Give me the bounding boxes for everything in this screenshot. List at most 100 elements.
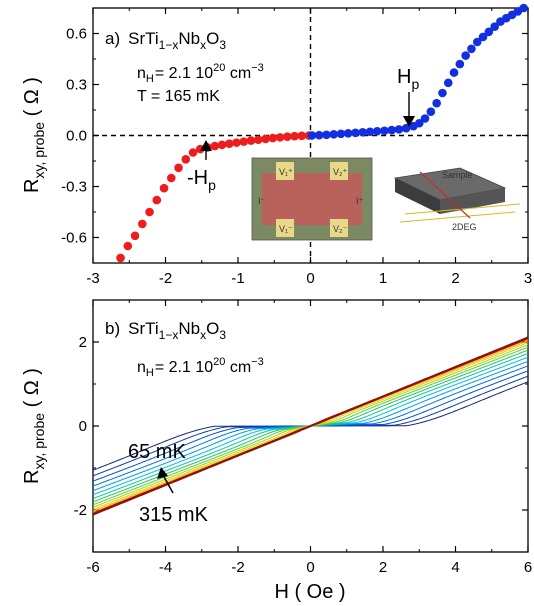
high-temperature-label: 315 mK xyxy=(139,504,209,526)
label-i-minus: I⁻ xyxy=(258,196,266,206)
data-point xyxy=(443,78,453,88)
a-xtick-label: -2 xyxy=(159,270,172,287)
minus-hp-annotation: -Hp xyxy=(187,167,216,193)
a-ytick-label: 0.3 xyxy=(66,77,87,94)
b-ytick-label: 2 xyxy=(79,334,87,351)
data-point xyxy=(426,107,436,116)
data-point xyxy=(167,173,176,183)
a-xtick-label: 1 xyxy=(379,270,387,287)
data-point xyxy=(387,125,397,135)
hp-arrowhead xyxy=(403,116,415,127)
data-point xyxy=(329,130,339,139)
data-point xyxy=(307,131,317,140)
data-point xyxy=(372,126,382,136)
data-point xyxy=(275,133,285,142)
data-point xyxy=(455,59,465,69)
label-v2-plus: V₂⁺ xyxy=(333,167,347,177)
data-point xyxy=(449,68,459,77)
data-point xyxy=(484,27,494,37)
label-v1-plus: V₁⁺ xyxy=(279,167,293,177)
data-point xyxy=(253,135,263,145)
pad-v1-plus xyxy=(276,162,294,180)
data-point xyxy=(297,131,307,141)
temperature-arrow xyxy=(162,474,174,494)
b-xtick-label: 4 xyxy=(451,559,459,576)
data-point xyxy=(217,140,227,150)
data-point xyxy=(351,128,360,138)
device-photo-inset: V₁⁺ V₂⁺ V₁⁻ V₂⁻ I⁻ I⁺ xyxy=(251,157,373,241)
data-point xyxy=(401,123,411,133)
data-point xyxy=(322,130,331,140)
a-ytick-label: 0.0 xyxy=(66,128,87,145)
data-point xyxy=(232,138,241,147)
a-xtick-label: 3 xyxy=(524,270,532,287)
low-temperature-label: 65 mK xyxy=(128,441,186,463)
pad-v2-plus xyxy=(330,162,348,180)
sample-schematic-inset: Sample 2DEG xyxy=(393,167,521,232)
temperature-arrowhead xyxy=(157,467,168,479)
panel-b-xlabel: H ( Oe ) xyxy=(274,581,345,603)
minus-hp-arrowhead xyxy=(200,140,212,151)
data-point xyxy=(246,136,256,145)
b-ytick-label: -2 xyxy=(74,502,87,519)
data-point xyxy=(438,88,447,98)
b-xtick-label: 6 xyxy=(524,559,532,576)
curve-group xyxy=(93,336,528,516)
b-ytick-label: 0 xyxy=(79,418,87,435)
panel-a: -3 -2 -1 0 1 2 3 -0.6 -0.3 0.0 0.3 0.6 V₁⁺ V₂⁺ V₁⁻ … xyxy=(21,3,532,287)
data-point xyxy=(210,141,220,151)
data-point xyxy=(314,130,324,140)
data-point xyxy=(268,133,278,143)
schematic-sample-label: Sample xyxy=(442,170,473,180)
data-point xyxy=(225,139,234,148)
data-point xyxy=(145,207,154,217)
panel-a-density: nH= 2.1 1020 cm−3 xyxy=(137,62,264,85)
a-xtick-label: 2 xyxy=(451,270,459,287)
b-xtick-label: -2 xyxy=(231,559,244,576)
data-point xyxy=(123,241,133,251)
data-point xyxy=(472,37,482,47)
panel-b-curves xyxy=(93,336,528,516)
data-point xyxy=(478,32,488,42)
a-xtick-label: 0 xyxy=(306,270,314,287)
data-point xyxy=(432,98,441,108)
b-xtick-label: 0 xyxy=(306,559,314,576)
data-point xyxy=(152,195,162,205)
data-point xyxy=(283,132,292,141)
label-v1-minus: V₁⁻ xyxy=(279,224,293,234)
data-point xyxy=(358,127,368,137)
panel-b-ticks: -6 -4 -2 0 2 4 6 -2 0 2 xyxy=(74,299,532,576)
panel-b-title: b) SrTi1−xNbxO3 xyxy=(105,319,226,342)
data-point xyxy=(261,134,270,144)
b-xtick-label: -6 xyxy=(86,559,99,576)
data-point xyxy=(467,44,476,54)
data-point xyxy=(420,114,430,123)
b-xtick-label: 2 xyxy=(379,559,387,576)
panel-a-annotations: a) SrTi1−xNbxO3 nH= 2.1 1020 cm−3 T = 165… xyxy=(105,29,419,193)
data-point xyxy=(519,3,528,13)
data-point xyxy=(461,51,470,60)
label-i-plus: I⁺ xyxy=(356,196,364,206)
panel-b-ylabel: Rxy, probe ( Ω ) xyxy=(21,368,47,484)
data-point xyxy=(365,127,375,137)
b-xtick-label: -4 xyxy=(159,559,172,576)
a-xtick-label: -1 xyxy=(231,270,244,287)
hp-annotation: Hp xyxy=(397,66,419,92)
data-point xyxy=(239,137,249,146)
data-point xyxy=(159,183,169,193)
data-point xyxy=(130,231,140,241)
a-ytick-label: 0.6 xyxy=(66,26,87,43)
data-point xyxy=(490,22,499,32)
panel-a-title: a) SrTi1−xNbxO3 xyxy=(105,29,226,52)
data-point xyxy=(290,131,299,141)
panel-a-data-points xyxy=(116,3,528,263)
panel-a-temperature: T = 165 mK xyxy=(137,88,220,105)
data-point xyxy=(394,125,404,134)
panel-b: -6 -4 -2 0 2 4 6 -2 0 2 b) SrTi1−xNbxO3 nH= 2.1 10… xyxy=(21,299,532,603)
a-ytick-label: -0.6 xyxy=(61,230,87,247)
label-v2-minus: V₂⁻ xyxy=(333,224,347,234)
data-point xyxy=(343,128,353,138)
schematic-2deg-label: 2DEG xyxy=(452,222,477,232)
data-point xyxy=(414,118,424,128)
